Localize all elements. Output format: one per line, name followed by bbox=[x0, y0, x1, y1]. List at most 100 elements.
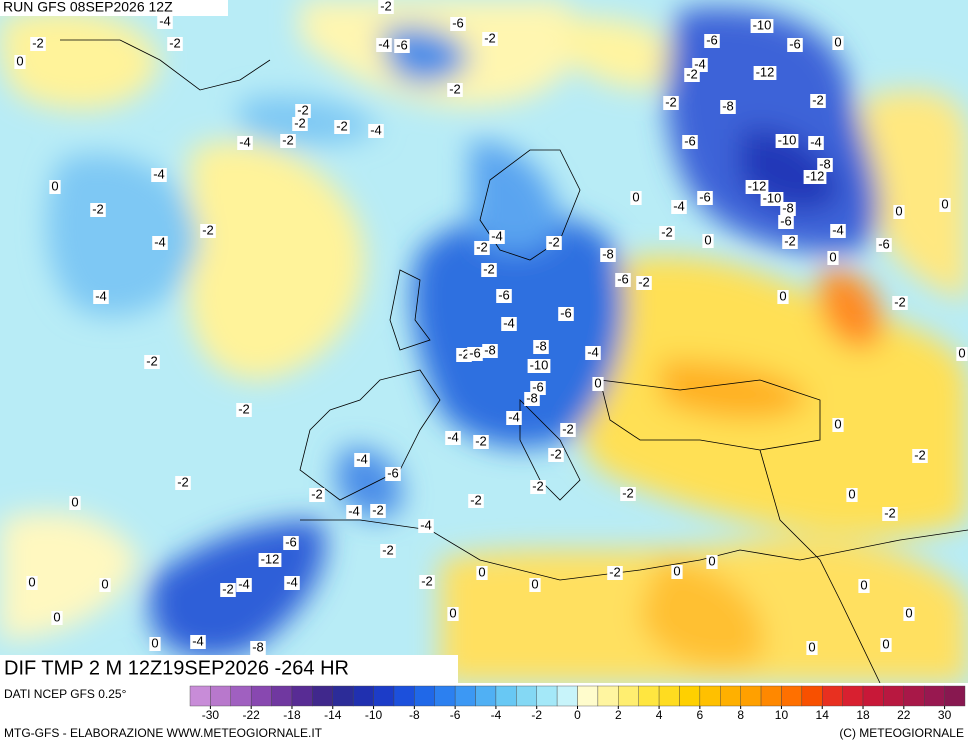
contour-label: -2 bbox=[476, 239, 488, 254]
contour-label: 0 bbox=[834, 34, 841, 49]
colorbar-swatch bbox=[210, 685, 231, 707]
contour-label-box bbox=[585, 346, 601, 360]
contour-label-box bbox=[803, 170, 827, 184]
contour-label: -2 bbox=[382, 542, 394, 557]
colorbar-tick-label: 30 bbox=[938, 708, 952, 722]
colorbar-swatch bbox=[781, 685, 803, 707]
contour-label: -2 bbox=[665, 94, 677, 109]
contour-label: -4 bbox=[286, 574, 298, 589]
colorbar-tick-label: -8 bbox=[409, 708, 420, 722]
colorbar-swatch bbox=[822, 685, 843, 707]
contour-label: -2 bbox=[532, 478, 544, 493]
contour-label-box bbox=[600, 248, 616, 262]
contour-label-box bbox=[682, 135, 698, 149]
contour-label-box bbox=[468, 494, 484, 508]
contour-label: 0 bbox=[71, 494, 78, 509]
contour-label-box bbox=[760, 192, 784, 206]
run-label: RUN GFS 08SEP2026 12Z bbox=[3, 0, 173, 15]
colorbar-tick-label: -2 bbox=[531, 708, 542, 722]
contour-label-box bbox=[745, 180, 769, 194]
contour-label-box bbox=[90, 203, 106, 217]
contour-label: -4 bbox=[370, 122, 382, 137]
contour-label: -2 bbox=[884, 505, 896, 520]
colorbar-swatch bbox=[230, 685, 252, 707]
contour-label: -6 bbox=[878, 236, 890, 251]
contour-label: -4 bbox=[238, 576, 250, 591]
contour-label-box bbox=[827, 251, 839, 265]
contour-label: -6 bbox=[706, 32, 718, 47]
contour-label: -6 bbox=[469, 345, 481, 360]
contour-label-box bbox=[476, 566, 488, 580]
colorbar-tick-label: 8 bbox=[737, 708, 744, 722]
contour-label: -8 bbox=[722, 98, 734, 113]
colorbar-swatch bbox=[577, 685, 599, 707]
contour-label-box bbox=[530, 480, 546, 494]
contour-label: -2 bbox=[661, 224, 673, 239]
contour-label-box bbox=[309, 488, 325, 502]
contour-label-box bbox=[167, 37, 183, 51]
map-field bbox=[0, 0, 968, 684]
contour-label: 0 bbox=[531, 576, 538, 591]
contour-label: -2 bbox=[638, 274, 650, 289]
contour-label-box bbox=[882, 507, 898, 521]
colorbar-swatch bbox=[862, 685, 884, 707]
contour-label: -4 bbox=[239, 134, 251, 149]
colorbar: -30 -22 -18 -14 -10 -8 -6 -4 -2 0 2 4 6 8 10 14 18 22 30 bbox=[189, 685, 966, 722]
contour-label: -4 bbox=[153, 166, 165, 181]
contour-label: -2 bbox=[146, 353, 158, 368]
contour-label: -6 bbox=[780, 213, 792, 228]
colorbar-swatch bbox=[373, 685, 395, 707]
contour-label: 0 bbox=[673, 563, 680, 578]
contour-label: -4 bbox=[348, 503, 360, 518]
contour-label-box bbox=[376, 38, 392, 52]
contour-label: -4 bbox=[95, 288, 107, 303]
colorbar-swatch bbox=[516, 685, 537, 707]
contour-label-box bbox=[280, 134, 296, 148]
contour-label: -2 bbox=[32, 35, 44, 50]
contour-label-box bbox=[237, 136, 253, 150]
contour-label: -10 bbox=[753, 17, 772, 32]
contour-label: -4 bbox=[491, 228, 503, 243]
contour-label: -2 bbox=[483, 261, 495, 276]
contour-label: 0 bbox=[848, 486, 855, 501]
contour-label: 0 bbox=[808, 639, 815, 654]
contour-label-box bbox=[220, 583, 236, 597]
contour-label-box bbox=[808, 136, 824, 150]
contour-label-box bbox=[295, 104, 311, 118]
contour-label-box bbox=[529, 578, 541, 592]
contour-label-box bbox=[560, 423, 576, 437]
contour-label: 0 bbox=[28, 574, 35, 589]
colorbar-swatch bbox=[679, 685, 701, 707]
colorbar-tick-label: 22 bbox=[897, 708, 911, 722]
contour-label-box bbox=[750, 19, 774, 33]
contour-label: -12 bbox=[261, 551, 280, 566]
colorbar-tick-label: 2 bbox=[615, 708, 622, 722]
contour-label-box bbox=[378, 0, 394, 14]
colorbar-swatch bbox=[760, 685, 782, 707]
contour-label: -2 bbox=[282, 132, 294, 147]
colorbar-swatch bbox=[291, 685, 313, 707]
contour-label-box bbox=[419, 575, 435, 589]
colorbar-tick-label: -22 bbox=[243, 708, 261, 722]
contour-label: -6 bbox=[617, 271, 629, 286]
contour-label-box bbox=[592, 377, 604, 391]
colorbar-tick-label: 6 bbox=[697, 708, 704, 722]
contour-label-box bbox=[546, 236, 562, 250]
contour-label: -4 bbox=[378, 36, 390, 51]
contour-label-box bbox=[26, 576, 38, 590]
contour-label: -6 bbox=[560, 305, 572, 320]
contour-label: -2 bbox=[609, 564, 621, 579]
contour-label-box bbox=[501, 317, 517, 331]
contour-label-box bbox=[236, 578, 252, 592]
colorbar-swatch bbox=[271, 685, 293, 707]
contour-label: 0 bbox=[779, 288, 786, 303]
contour-label-box bbox=[157, 15, 173, 29]
contour-label: -4 bbox=[356, 451, 368, 466]
contour-label-box bbox=[706, 555, 718, 569]
contour-label: -10 bbox=[778, 132, 797, 147]
contour-label: 0 bbox=[829, 249, 836, 264]
colorbar-tick-label: -6 bbox=[450, 708, 461, 722]
contour-label-box bbox=[380, 544, 396, 558]
colorbar-swatch bbox=[618, 685, 639, 707]
